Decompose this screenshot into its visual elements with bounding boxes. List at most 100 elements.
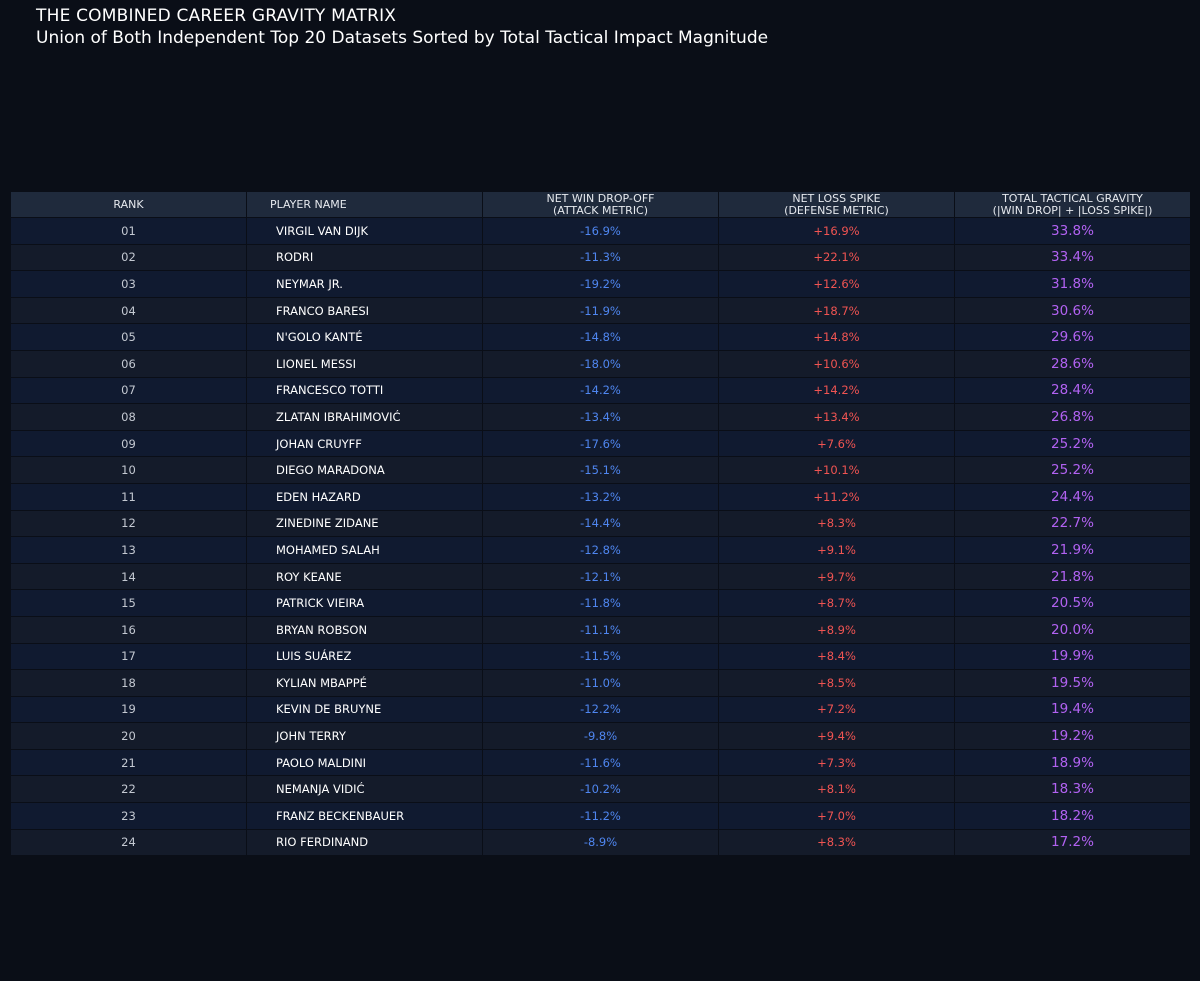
net-win-drop-off-cell: -11.6% [482,748,719,777]
net-win-drop-off-cell: -11.5% [482,642,719,671]
rank-cell: 09 [10,429,247,458]
rank-cell: 20 [10,722,247,750]
net-win-drop-off-cell: -12.8% [482,536,719,564]
net-win-drop-off-cell: -14.4% [482,509,719,538]
net-win-drop-off-cell: -14.2% [482,376,719,405]
table-row: 12 ZINEDINE ZIDANE -14.4% +8.3% 22.7% [10,509,1191,538]
rank-cell: 13 [10,536,247,564]
rank-cell: 15 [10,589,247,617]
chart-subtitle: Union of Both Independent Top 20 Dataset… [36,28,769,48]
player-name-cell: MOHAMED SALAH [246,536,483,564]
total-tactical-gravity-cell: 18.3% [954,775,1191,804]
net-loss-spike-cell: +9.1% [718,536,955,564]
player-name-cell: BRYAN ROBSON [246,615,483,644]
total-tactical-gravity-cell: 33.8% [954,217,1191,245]
table-body: 01 VIRGIL VAN DIJK -16.9% +16.9% 33.8% 02 RODR… [10,217,1191,857]
net-win-drop-off-cell: -11.8% [482,589,719,617]
total-tactical-gravity-cell: 17.2% [954,828,1191,857]
table-row: 11 EDEN HAZARD -13.2% +11.2% 24.4% [10,482,1191,511]
table-row: 10 DIEGO MARADONA -15.1% +10.1% 25.2% [10,456,1191,484]
total-tactical-gravity-cell: 28.6% [954,349,1191,378]
net-win-drop-off-cell: -16.9% [482,217,719,245]
net-loss-spike-cell: +9.7% [718,562,955,591]
net-win-drop-off-cell: -19.2% [482,270,719,298]
net-loss-spike-cell: +16.9% [718,217,955,245]
net-loss-spike-cell: +10.1% [718,456,955,484]
net-loss-spike-cell: +7.2% [718,695,955,724]
net-win-drop-off-cell: -15.1% [482,456,719,484]
net-win-drop-off-cell: -11.3% [482,243,719,272]
column-header-gravity-line1: TOTAL TACTICAL GRAVITY [1002,191,1143,205]
net-loss-spike-cell: +8.4% [718,642,955,671]
table-row: 08 ZLATAN IBRAHIMOVIĆ -13.4% +13.4% 26.8% [10,403,1191,431]
net-loss-spike-cell: +8.9% [718,615,955,644]
column-header-player-name-label: PLAYER NAME [270,197,347,211]
table-row: 02 RODRI -11.3% +22.1% 33.4% [10,243,1191,272]
table-row: 19 KEVIN DE BRUYNE -12.2% +7.2% 19.4% [10,695,1191,724]
net-loss-spike-cell: +13.4% [718,403,955,431]
table-row: 15 PATRICK VIEIRA -11.8% +8.7% 20.5% [10,589,1191,617]
rank-cell: 11 [10,482,247,511]
player-name-cell: PATRICK VIEIRA [246,589,483,617]
total-tactical-gravity-cell: 21.8% [954,562,1191,591]
rank-cell: 19 [10,695,247,724]
column-header-player-name: PLAYER NAME [246,191,483,218]
player-name-cell: FRANZ BECKENBAUER [246,802,483,830]
rank-cell: 14 [10,562,247,591]
net-loss-spike-cell: +7.6% [718,429,955,458]
column-header-total-tactical-gravity: TOTAL TACTICAL GRAVITY (|WIN DROP| + |LO… [954,191,1191,218]
table-row: 09 JOHAN CRUYFF -17.6% +7.6% 25.2% [10,429,1191,458]
table-row: 18 KYLIAN MBAPPÉ -11.0% +8.5% 19.5% [10,669,1191,697]
net-win-drop-off-cell: -12.1% [482,562,719,591]
column-header-gravity-line2: (|WIN DROP| + |LOSS SPIKE|) [992,203,1153,217]
player-name-cell: EDEN HAZARD [246,482,483,511]
column-header-rank: RANK [10,191,247,218]
rank-cell: 23 [10,802,247,830]
total-tactical-gravity-cell: 22.7% [954,509,1191,538]
table-row: 16 BRYAN ROBSON -11.1% +8.9% 20.0% [10,615,1191,644]
total-tactical-gravity-cell: 18.9% [954,748,1191,777]
net-loss-spike-cell: +14.2% [718,376,955,405]
table-row: 17 LUIS SUÁREZ -11.5% +8.4% 19.9% [10,642,1191,671]
player-name-cell: FRANCO BARESI [246,296,483,325]
net-win-drop-off-cell: -9.8% [482,722,719,750]
net-loss-spike-cell: +22.1% [718,243,955,272]
rank-cell: 16 [10,615,247,644]
table-row: 06 LIONEL MESSI -18.0% +10.6% 28.6% [10,349,1191,378]
table-row: 04 FRANCO BARESI -11.9% +18.7% 30.6% [10,296,1191,325]
column-header-attack-line1: NET WIN DROP-OFF [546,191,655,205]
table-row: 23 FRANZ BECKENBAUER -11.2% +7.0% 18.2% [10,802,1191,830]
table-row: 24 RIO FERDINAND -8.9% +8.3% 17.2% [10,828,1191,857]
rank-cell: 07 [10,376,247,405]
table-row: 14 ROY KEANE -12.1% +9.7% 21.8% [10,562,1191,591]
net-loss-spike-cell: +12.6% [718,270,955,298]
player-name-cell: DIEGO MARADONA [246,456,483,484]
player-name-cell: LUIS SUÁREZ [246,642,483,671]
table-row: 13 MOHAMED SALAH -12.8% +9.1% 21.9% [10,536,1191,564]
net-win-drop-off-cell: -11.2% [482,802,719,830]
net-loss-spike-cell: +8.5% [718,669,955,697]
net-win-drop-off-cell: -14.8% [482,323,719,351]
net-loss-spike-cell: +14.8% [718,323,955,351]
player-name-cell: NEYMAR JR. [246,270,483,298]
player-name-cell: RIO FERDINAND [246,828,483,857]
rank-cell: 10 [10,456,247,484]
net-loss-spike-cell: +8.7% [718,589,955,617]
total-tactical-gravity-cell: 20.5% [954,589,1191,617]
table-row: 20 JOHN TERRY -9.8% +9.4% 19.2% [10,722,1191,750]
player-name-cell: KYLIAN MBAPPÉ [246,669,483,697]
table-header-row: RANK PLAYER NAME NET WIN DROP-OFF (ATTAC… [10,191,1191,218]
net-loss-spike-cell: +11.2% [718,482,955,511]
net-win-drop-off-cell: -8.9% [482,828,719,857]
table-row: 03 NEYMAR JR. -19.2% +12.6% 31.8% [10,270,1191,298]
chart-title: THE COMBINED CAREER GRAVITY MATRIX [36,6,397,26]
total-tactical-gravity-cell: 25.2% [954,429,1191,458]
player-name-cell: ZLATAN IBRAHIMOVIĆ [246,403,483,431]
table-row: 01 VIRGIL VAN DIJK -16.9% +16.9% 33.8% [10,217,1191,245]
net-win-drop-off-cell: -18.0% [482,349,719,378]
total-tactical-gravity-cell: 20.0% [954,615,1191,644]
rank-cell: 04 [10,296,247,325]
player-name-cell: VIRGIL VAN DIJK [246,217,483,245]
total-tactical-gravity-cell: 19.2% [954,722,1191,750]
total-tactical-gravity-cell: 33.4% [954,243,1191,272]
